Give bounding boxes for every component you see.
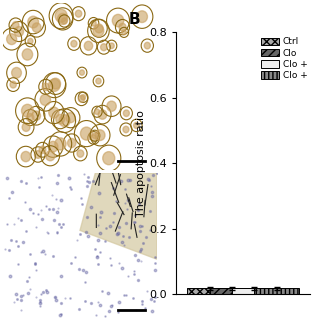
Circle shape xyxy=(80,127,92,140)
Circle shape xyxy=(79,70,84,75)
Circle shape xyxy=(81,95,85,100)
Circle shape xyxy=(56,115,65,124)
Circle shape xyxy=(94,109,100,115)
Circle shape xyxy=(133,122,139,129)
Circle shape xyxy=(14,27,24,36)
Legend: Ctrl, Clo, Clo +, Clo +: Ctrl, Clo, Clo +, Clo + xyxy=(260,36,308,81)
Circle shape xyxy=(55,138,66,150)
Bar xyxy=(187,289,232,294)
Circle shape xyxy=(28,16,39,28)
Circle shape xyxy=(49,79,60,92)
Circle shape xyxy=(35,151,42,158)
Circle shape xyxy=(96,78,101,84)
Circle shape xyxy=(42,83,49,91)
Circle shape xyxy=(10,81,16,88)
Circle shape xyxy=(48,141,58,152)
Circle shape xyxy=(95,24,103,33)
Circle shape xyxy=(123,110,129,116)
Circle shape xyxy=(22,49,33,60)
Polygon shape xyxy=(80,173,157,259)
Circle shape xyxy=(32,23,41,32)
Circle shape xyxy=(28,38,33,44)
Y-axis label: The apoptosis ratio: The apoptosis ratio xyxy=(136,110,147,217)
Circle shape xyxy=(59,115,70,127)
Circle shape xyxy=(7,34,17,44)
Circle shape xyxy=(103,152,115,165)
Circle shape xyxy=(12,68,21,78)
Circle shape xyxy=(137,11,148,22)
Circle shape xyxy=(55,9,67,22)
Circle shape xyxy=(107,101,116,111)
Circle shape xyxy=(112,14,124,27)
Circle shape xyxy=(123,126,129,133)
Circle shape xyxy=(119,23,126,31)
Circle shape xyxy=(27,114,34,122)
Bar xyxy=(254,289,299,294)
Bar xyxy=(232,289,277,294)
Circle shape xyxy=(66,113,75,123)
Bar xyxy=(210,289,254,294)
Circle shape xyxy=(61,18,67,24)
Circle shape xyxy=(40,94,51,106)
Circle shape xyxy=(100,44,107,51)
Circle shape xyxy=(12,21,19,29)
Circle shape xyxy=(144,42,150,49)
Circle shape xyxy=(109,43,114,49)
Circle shape xyxy=(21,104,33,117)
Text: B: B xyxy=(129,12,140,27)
Circle shape xyxy=(84,41,93,50)
Circle shape xyxy=(21,151,30,162)
Circle shape xyxy=(91,20,96,26)
Circle shape xyxy=(95,130,105,140)
Circle shape xyxy=(46,151,55,161)
Circle shape xyxy=(49,107,59,118)
Circle shape xyxy=(32,111,41,120)
Circle shape xyxy=(92,133,97,139)
Circle shape xyxy=(91,135,97,141)
Circle shape xyxy=(122,30,126,35)
Circle shape xyxy=(22,123,30,132)
Circle shape xyxy=(77,150,84,157)
Circle shape xyxy=(58,13,68,24)
Circle shape xyxy=(71,40,77,47)
Circle shape xyxy=(51,78,60,89)
Circle shape xyxy=(39,146,46,154)
Circle shape xyxy=(68,139,76,148)
Circle shape xyxy=(98,110,107,119)
Circle shape xyxy=(75,10,82,17)
Circle shape xyxy=(78,95,85,102)
Circle shape xyxy=(93,25,104,36)
